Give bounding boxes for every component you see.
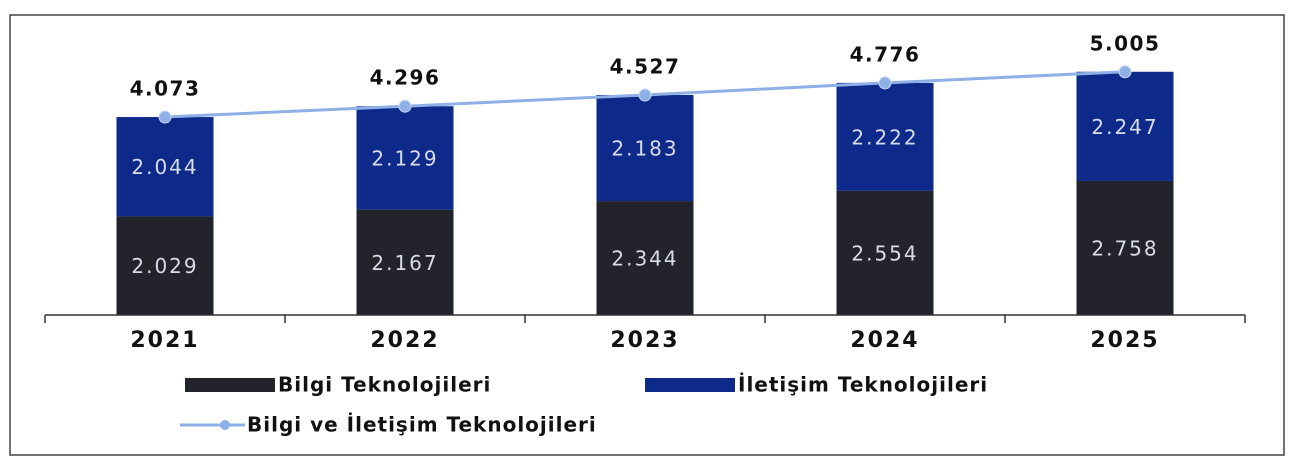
bar-segment [596,201,694,315]
bar-value-label: 2.554 [851,241,918,265]
line-value-label: 4.296 [370,66,441,90]
bar-value-label: 2.222 [851,125,918,149]
x-tick-label: 2021 [130,328,199,353]
bar-value-label: 2.247 [1091,115,1158,139]
line-value-label: 5.005 [1090,31,1161,55]
bar-value-label: 2.129 [371,146,438,170]
line-value-label: 4.527 [610,54,681,78]
bar-value-label: 2.183 [611,137,678,161]
bar-value-label: 2.167 [371,251,438,275]
legend-swatch [185,378,275,392]
line-marker [158,110,172,124]
x-tick-label: 2024 [850,328,919,353]
x-tick-label: 2025 [1090,328,1159,353]
x-tick-label: 2023 [610,328,679,353]
line-value-label: 4.776 [850,42,921,66]
line-marker [878,76,892,90]
legend-label: İletişim Teknolojileri [738,373,988,397]
bar-segment [116,216,214,315]
bar-segment [836,190,934,315]
legend-label: Bilgi ve İletişim Teknolojileri [247,413,597,437]
chart-frame [9,14,1285,456]
bar-segment [356,209,454,315]
bar-segment [596,94,694,202]
legend-marker [220,420,230,430]
x-tick-label: 2022 [370,328,439,353]
legend-swatch [645,378,735,392]
line-marker [1118,65,1132,79]
bar-value-label: 2.029 [131,254,198,278]
bar-segment [356,106,454,210]
bar-segment [1076,180,1174,315]
bar-value-label: 2.758 [1091,236,1158,260]
bar-value-label: 2.344 [611,247,678,271]
bar-segment [836,82,934,191]
line-marker [638,88,652,102]
bar-value-label: 2.044 [131,155,198,179]
line-value-label: 4.073 [130,77,201,101]
line-marker [398,99,412,113]
legend-label: Bilgi Teknolojileri [278,373,491,397]
bar-segment [1076,71,1174,181]
bar-segment [116,117,214,217]
